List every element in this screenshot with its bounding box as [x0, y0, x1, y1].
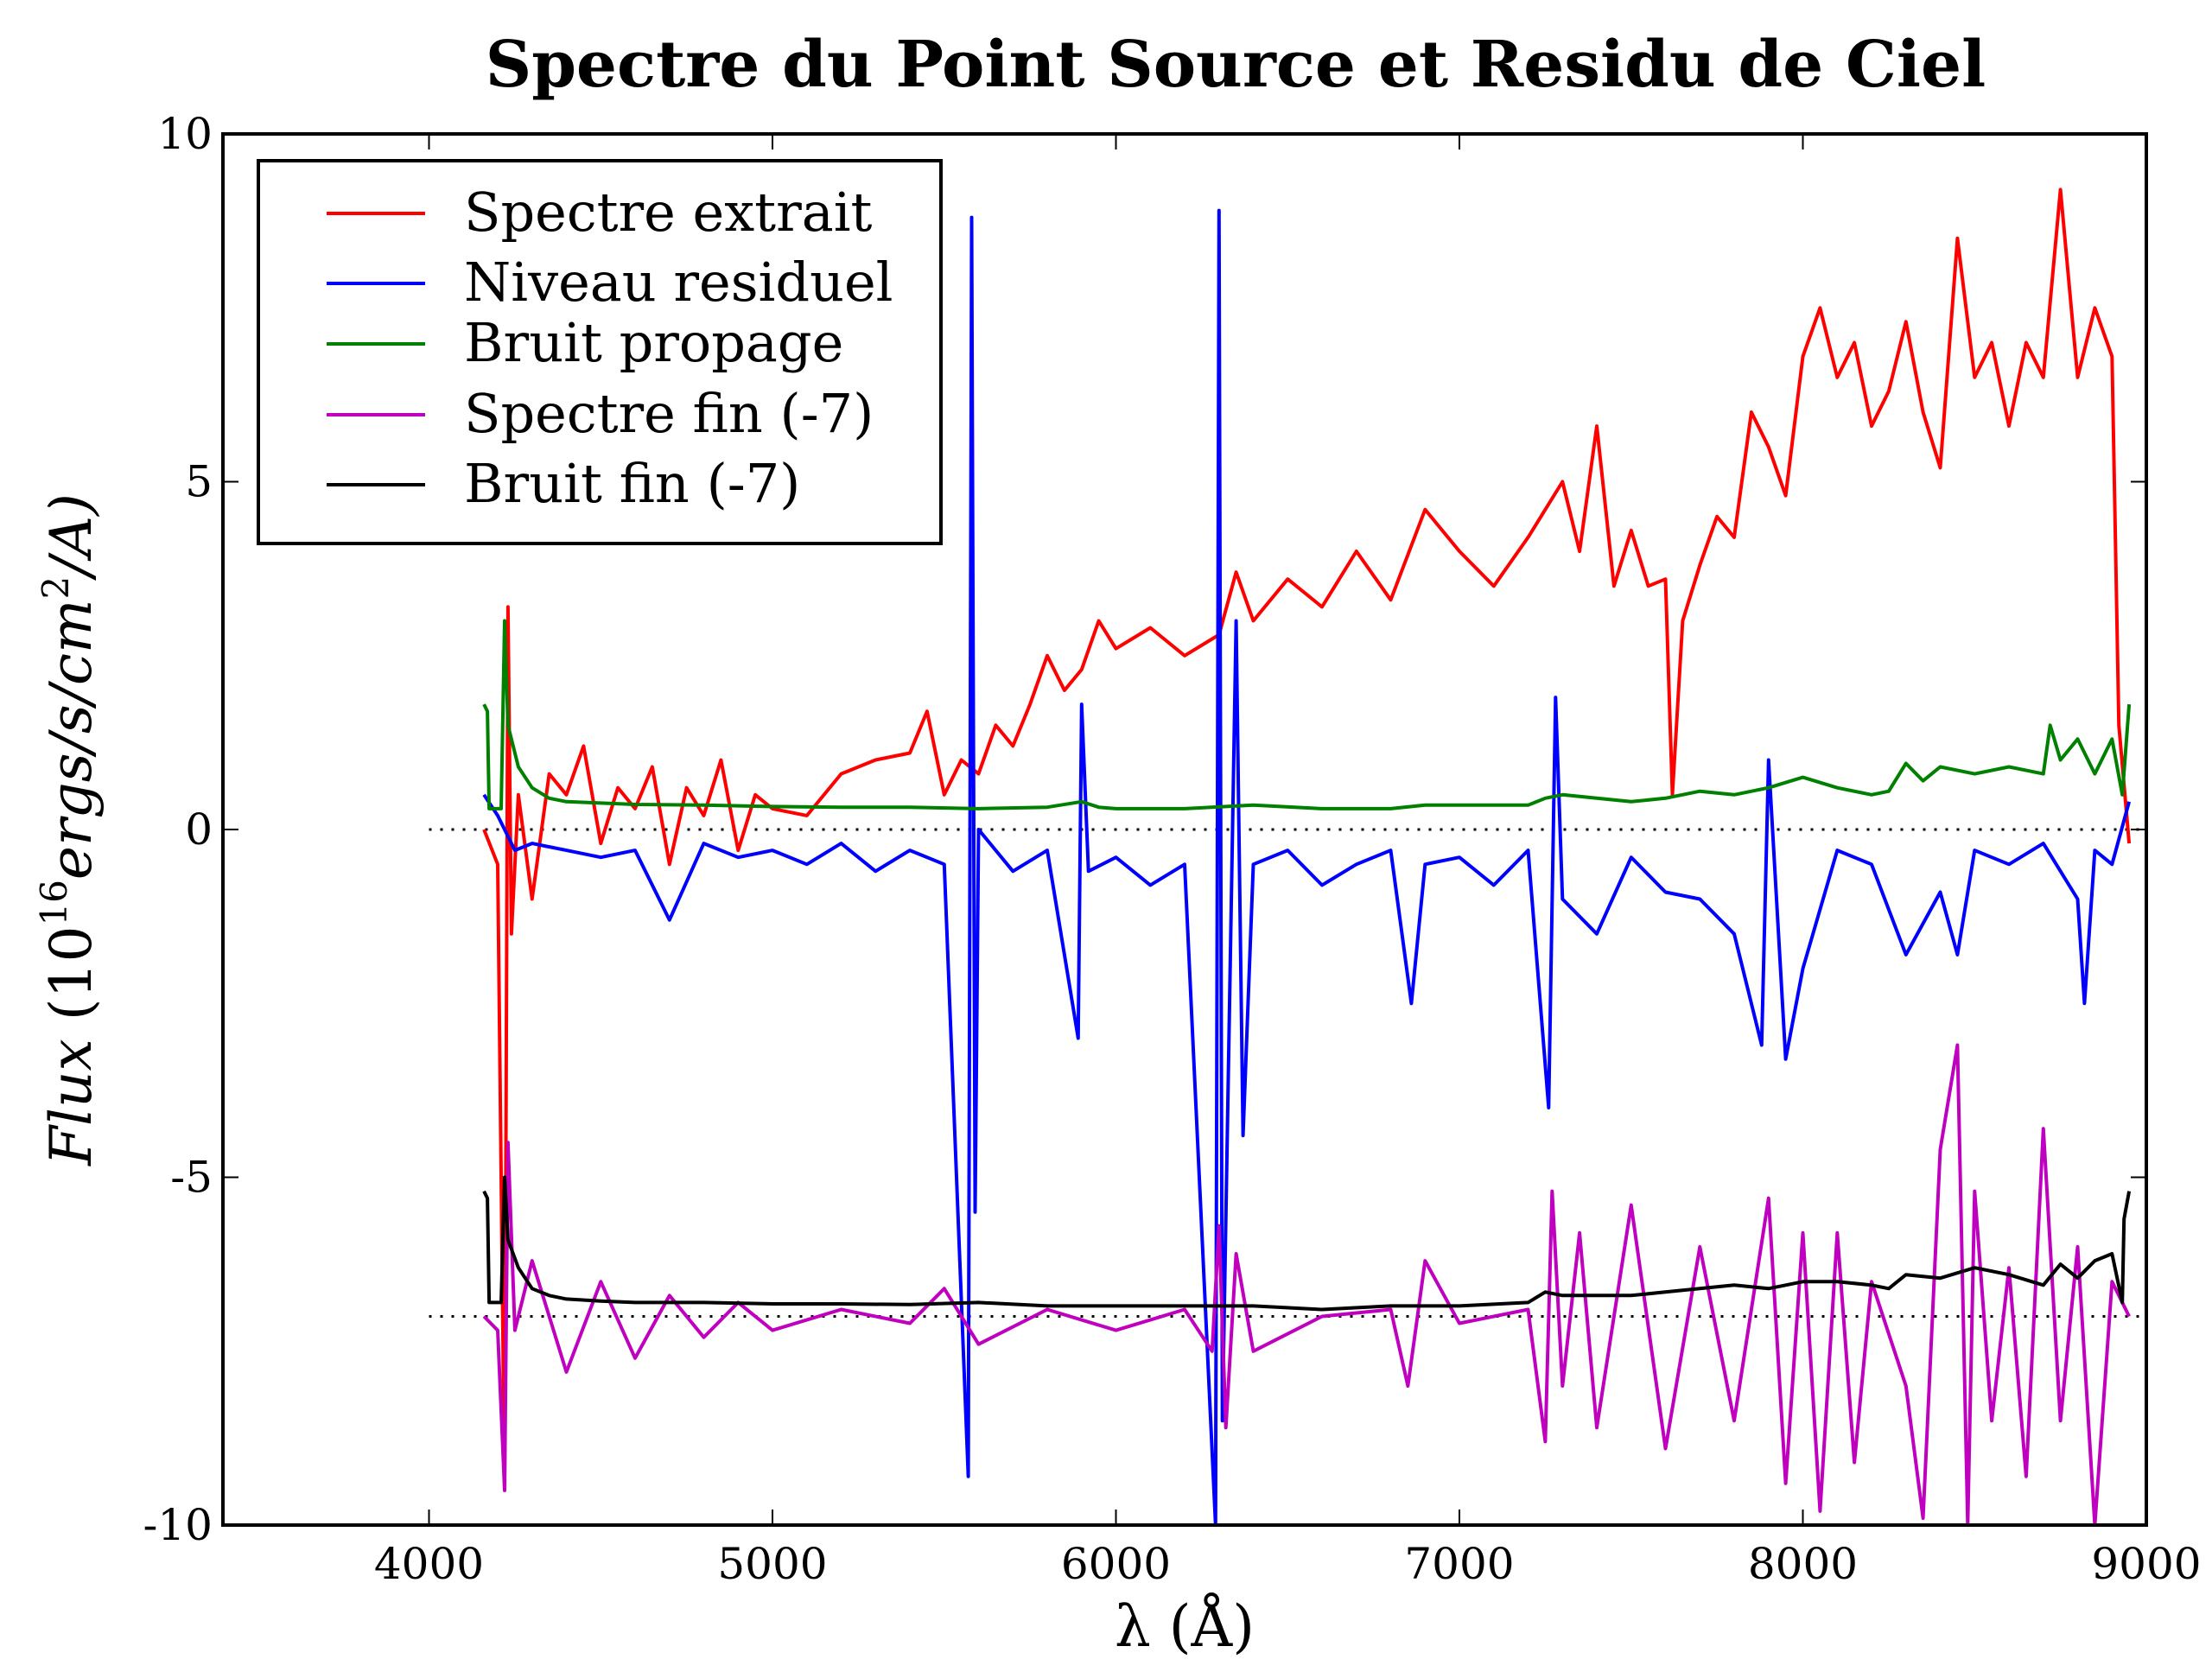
y-axis-ticks: -10 -5 0 5 10	[143, 109, 2146, 1550]
y-label-flux: Flux	[38, 1039, 105, 1166]
x-tick-label: 9000	[2091, 1539, 2201, 1589]
plot-area	[429, 188, 2146, 1527]
svg-text:Flux (1016ergs/s/cm2/A): Flux (1016ergs/s/cm2/A)	[33, 493, 105, 1166]
series-line	[482, 208, 2132, 1527]
chart-title: Spectre du Point Source et Residu de Cie…	[486, 28, 1986, 102]
legend-label: Bruit fin (-7)	[464, 452, 800, 515]
y-tick-label: -5	[170, 1153, 213, 1203]
y-tick-label: 0	[185, 804, 213, 855]
series-layer	[482, 188, 2132, 1527]
x-tick-label: 7000	[1404, 1539, 1514, 1589]
series-line	[482, 188, 2132, 1492]
series-line	[482, 619, 2132, 810]
y-label-exp: 16	[33, 880, 75, 925]
series-line	[482, 1175, 2132, 1312]
legend-label: Spectre fin (-7)	[464, 382, 874, 445]
reference-lines	[429, 828, 2146, 1318]
legend-label: Bruit propage	[464, 311, 843, 374]
legend-box	[257, 159, 943, 545]
x-tick-label: 4000	[374, 1539, 484, 1589]
y-tick-label: 10	[157, 109, 213, 159]
x-axis-label: λ (Å)	[1115, 1593, 1255, 1659]
legend-label: Niveau residuel	[464, 251, 893, 314]
y-axis-label: Flux (1016ergs/s/cm2/A)	[33, 493, 105, 1166]
y-label-unit-end: /A)	[38, 493, 105, 582]
series-line	[482, 1043, 2131, 1527]
legend-label: Spectre extrait	[464, 181, 873, 244]
y-label-unit: ergs/s/cm	[38, 599, 105, 880]
y-label-unit-prefix: (10	[38, 926, 105, 1021]
y-tick-label: 5	[185, 457, 213, 507]
x-tick-label: 6000	[1061, 1539, 1171, 1589]
y-label-exp2: 2	[35, 576, 77, 600]
x-tick-label: 5000	[717, 1539, 827, 1589]
x-axis-ticks: 4000 5000 6000 7000 8000 9000	[374, 134, 2202, 1589]
y-tick-label: -10	[143, 1500, 213, 1550]
x-tick-label: 8000	[1748, 1539, 1858, 1589]
